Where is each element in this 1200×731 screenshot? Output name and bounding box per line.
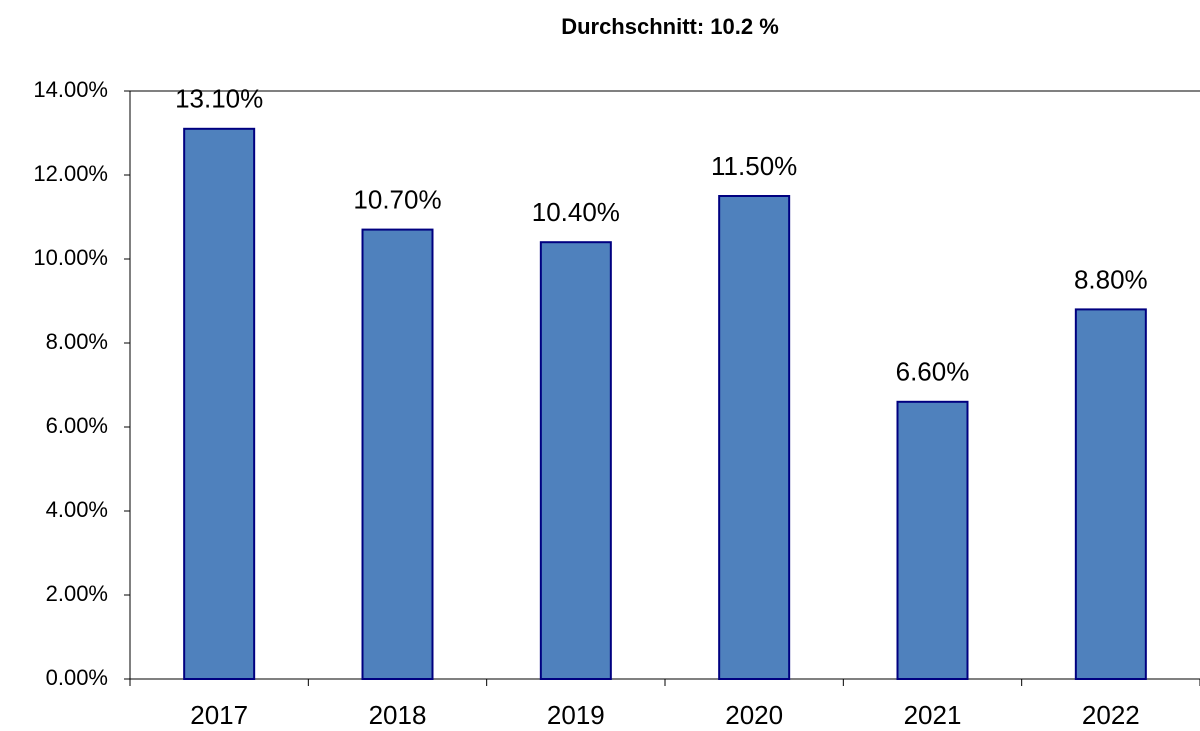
value-label: 8.80% bbox=[1074, 264, 1148, 294]
value-label: 10.40% bbox=[532, 197, 620, 227]
y-tick-label: 14.00% bbox=[33, 77, 108, 102]
value-label: 13.10% bbox=[175, 84, 263, 114]
bar bbox=[896, 400, 969, 680]
y-tick-label: 10.00% bbox=[33, 245, 108, 270]
value-label: 6.60% bbox=[896, 357, 970, 387]
y-tick-label: 0.00% bbox=[46, 665, 108, 690]
x-tick-label: 2017 bbox=[190, 700, 248, 730]
y-tick-label: 6.00% bbox=[46, 413, 108, 438]
bar bbox=[539, 241, 612, 680]
x-tick-label: 2021 bbox=[904, 700, 962, 730]
y-tick-label: 2.00% bbox=[46, 581, 108, 606]
x-tick-label: 2018 bbox=[369, 700, 427, 730]
value-label: 11.50% bbox=[711, 151, 797, 181]
x-tick-label: 2022 bbox=[1082, 700, 1140, 730]
y-tick-label: 4.00% bbox=[46, 497, 108, 522]
x-tick-label: 2019 bbox=[547, 700, 605, 730]
value-label: 10.70% bbox=[353, 184, 441, 214]
y-tick-label: 8.00% bbox=[46, 329, 108, 354]
chart-title: Durchschnitt: 10.2 % bbox=[561, 14, 779, 39]
y-tick-label: 12.00% bbox=[33, 161, 108, 186]
bar bbox=[361, 228, 434, 680]
bar bbox=[718, 195, 791, 680]
x-tick-label: 2020 bbox=[725, 700, 783, 730]
bar bbox=[183, 127, 256, 681]
bar bbox=[1074, 308, 1147, 680]
